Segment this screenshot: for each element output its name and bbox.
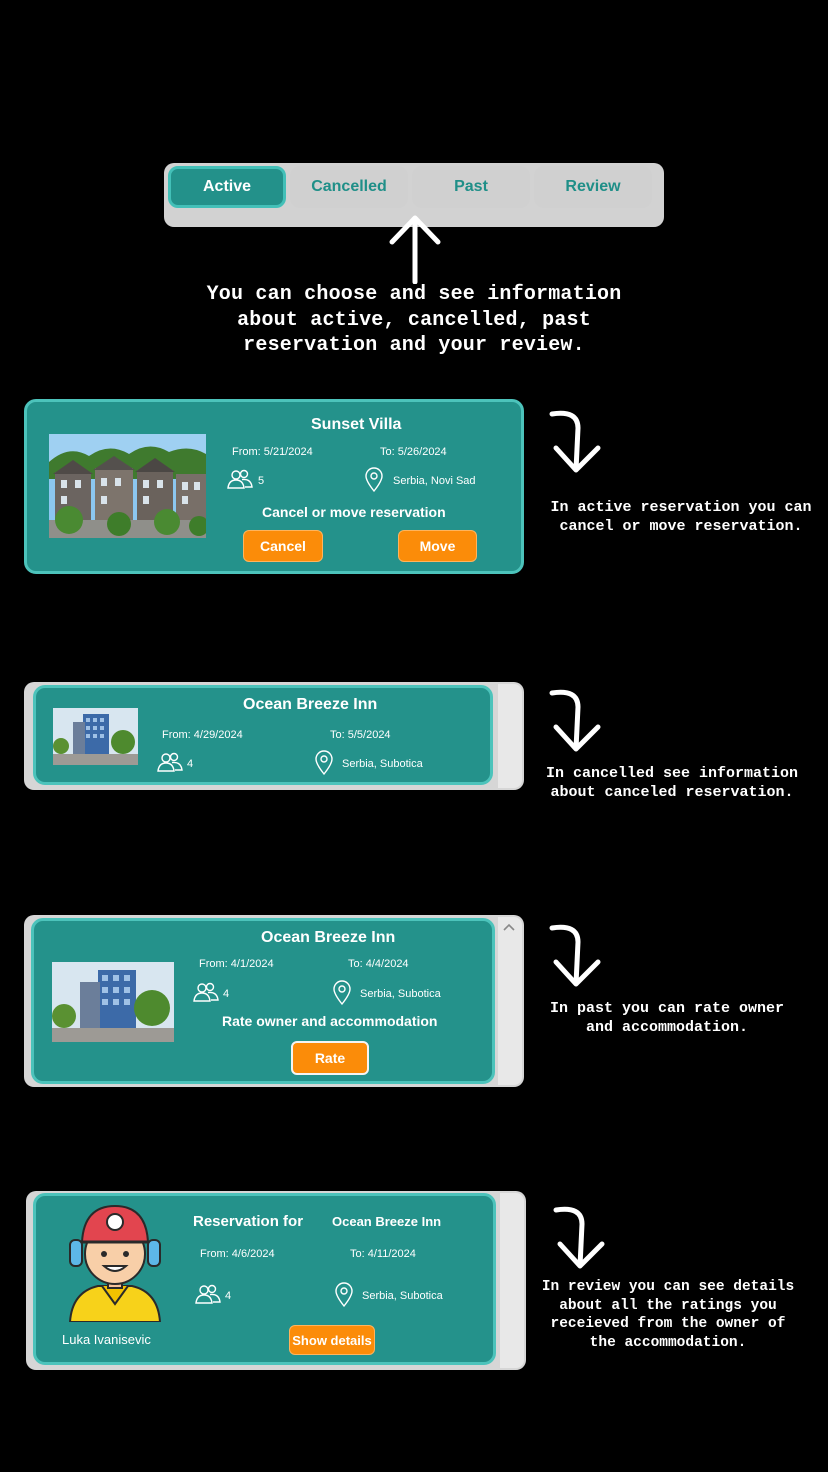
avatar — [62, 1200, 168, 1327]
scrollbar[interactable] — [500, 1193, 524, 1368]
curved-arrow-down-icon — [552, 1204, 610, 1277]
review-card-to: To: 4/11/2024 — [350, 1248, 416, 1260]
tab-list: Active Cancelled Past Review — [168, 166, 656, 210]
scrollbar[interactable] — [498, 917, 522, 1085]
review-card-heading: Reservation for — [193, 1213, 304, 1230]
move-button[interactable]: Move — [398, 530, 477, 562]
past-note: In past you can rate owner and accommoda… — [549, 1000, 785, 1036]
cancelled-card-title: Ocean Breeze Inn — [243, 696, 378, 713]
chevron-up-icon[interactable] — [502, 922, 516, 932]
active-note: In active reservation you can cancel or … — [550, 499, 812, 535]
inn-photo — [52, 962, 174, 1042]
active-card-from: From: 5/21/2024 — [232, 446, 313, 458]
curved-arrow-down-icon — [548, 922, 606, 995]
cancelled-card-guests: 4 — [187, 758, 194, 770]
map-pin-icon — [335, 1282, 353, 1308]
people-icon — [193, 982, 219, 1002]
review-note: In review you can see details about all … — [541, 1279, 795, 1351]
past-card-action-text: Rate owner and accommodation — [222, 1013, 438, 1029]
map-pin-icon — [315, 750, 333, 776]
show-details-button[interactable]: Show details — [289, 1325, 375, 1355]
past-card-to: To: 4/4/2024 — [348, 958, 409, 970]
people-icon — [157, 752, 183, 772]
map-pin-icon — [365, 467, 383, 493]
cancelled-note: In cancelled see information about cance… — [545, 765, 799, 801]
villa-photo — [49, 434, 206, 538]
review-card-location: Serbia, Subotica — [362, 1290, 443, 1302]
active-card-to: To: 5/26/2024 — [380, 446, 447, 458]
arrow-up-icon — [388, 212, 442, 289]
map-pin-icon — [333, 980, 351, 1006]
active-card-title: Sunset Villa — [311, 416, 402, 433]
people-icon — [227, 469, 253, 489]
people-icon — [195, 1284, 221, 1304]
cancelled-card-location: Serbia, Subotica — [342, 758, 423, 770]
active-card-location: Serbia, Novi Sad — [393, 475, 476, 487]
tab-review[interactable]: Review — [534, 166, 652, 208]
scrollbar[interactable] — [498, 684, 522, 788]
tab-active[interactable]: Active — [168, 166, 286, 208]
review-card-from: From: 4/6/2024 — [200, 1248, 275, 1260]
active-card-action-text: Cancel or move reservation — [262, 504, 446, 520]
rate-button[interactable]: Rate — [291, 1041, 369, 1075]
past-card-location: Serbia, Subotica — [360, 988, 441, 1000]
user-name: Luka Ivanisevic — [62, 1332, 151, 1347]
active-card-guests: 5 — [258, 475, 265, 487]
cancelled-card-to: To: 5/5/2024 — [330, 729, 391, 741]
intro-note: You can choose and see information about… — [206, 283, 622, 357]
review-card-title: Ocean Breeze Inn — [332, 1214, 442, 1229]
cancel-button[interactable]: Cancel — [243, 530, 323, 562]
past-card-from: From: 4/1/2024 — [199, 958, 274, 970]
curved-arrow-down-icon — [548, 687, 606, 760]
curved-arrow-down-icon — [548, 408, 606, 481]
review-card-guests: 4 — [225, 1290, 232, 1302]
cancelled-card-from: From: 4/29/2024 — [162, 729, 243, 741]
past-card-guests: 4 — [223, 988, 230, 1000]
tab-past[interactable]: Past — [412, 166, 530, 208]
inn-photo — [53, 708, 138, 765]
past-card-title: Ocean Breeze Inn — [261, 929, 396, 946]
tab-cancelled[interactable]: Cancelled — [290, 166, 408, 208]
